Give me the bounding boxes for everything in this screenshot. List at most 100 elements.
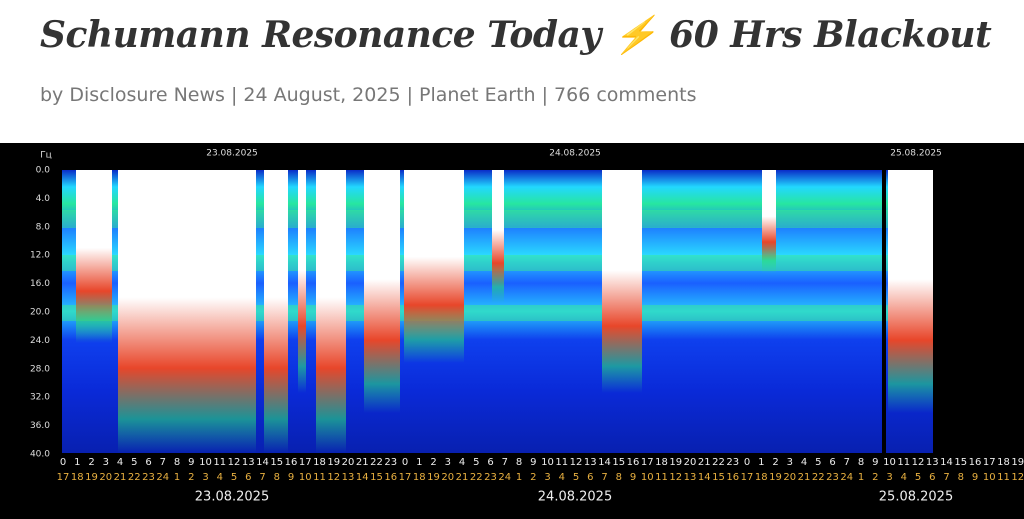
burst — [316, 170, 346, 453]
burst — [404, 170, 464, 363]
hour-label: 7 — [502, 457, 508, 468]
hour-label: 18 — [655, 457, 668, 468]
top-date: 25.08.2025 — [890, 149, 942, 159]
hour-label: 16 — [627, 457, 640, 468]
local-hour-label: 8 — [274, 472, 280, 483]
local-hour-label: 23 — [826, 472, 839, 483]
hour-label: 23 — [384, 457, 397, 468]
post-meta: by Disclosure News | 24 August, 2025 | P… — [40, 84, 697, 106]
hour-label: 8 — [858, 457, 864, 468]
local-hour-label: 17 — [57, 472, 70, 483]
local-hour-label: 21 — [798, 472, 811, 483]
local-hour-label: 11 — [313, 472, 326, 483]
hour-label: 16 — [285, 457, 298, 468]
local-hour-label: 3 — [544, 472, 550, 483]
local-hour-label: 19 — [769, 472, 782, 483]
local-hour-label: 5 — [231, 472, 237, 483]
local-hour-label: 2 — [530, 472, 536, 483]
local-hour-label: 12 — [669, 472, 682, 483]
hour-label: 17 — [983, 457, 996, 468]
top-date: 23.08.2025 — [206, 149, 258, 159]
local-hour-label: 7 — [601, 472, 607, 483]
hour-label: 7 — [844, 457, 850, 468]
local-hour-label: 13 — [684, 472, 697, 483]
hour-label: 15 — [612, 457, 625, 468]
bottom-date: 25.08.2025 — [879, 490, 953, 505]
local-hour-label: 18 — [755, 472, 768, 483]
hour-label: 5 — [473, 457, 479, 468]
local-hour-label: 15 — [370, 472, 383, 483]
y-tick-label: 24.0 — [30, 336, 50, 346]
burst — [298, 170, 306, 393]
local-hour-label: 1 — [858, 472, 864, 483]
hour-label: 18 — [313, 457, 326, 468]
y-tick-label: 12.0 — [30, 251, 50, 261]
local-hour-label: 3 — [886, 472, 892, 483]
y-tick-label: 8.0 — [36, 222, 51, 232]
hour-label: 2 — [88, 457, 94, 468]
local-hour-label: 19 — [427, 472, 440, 483]
hour-label: 20 — [684, 457, 697, 468]
local-hour-label: 16 — [726, 472, 739, 483]
hour-label: 13 — [242, 457, 255, 468]
hour-label: 12 — [228, 457, 241, 468]
hour-label: 3 — [445, 457, 451, 468]
local-hour-label: 16 — [384, 472, 397, 483]
local-hour-label: 23 — [142, 472, 155, 483]
gap-line — [882, 170, 886, 453]
local-hour-label: 18 — [413, 472, 426, 483]
hour-label: 9 — [872, 457, 878, 468]
local-hour-label: 24 — [840, 472, 853, 483]
hour-label: 4 — [117, 457, 123, 468]
y-tick-label: 36.0 — [30, 421, 50, 431]
local-hour-label: 17 — [399, 472, 412, 483]
y-tick-label: 40.0 — [30, 450, 50, 460]
hour-label: 14 — [256, 457, 269, 468]
hour-label: 2 — [772, 457, 778, 468]
local-hour-label: 21 — [456, 472, 469, 483]
hour-label: 21 — [698, 457, 711, 468]
hour-label: 11 — [897, 457, 910, 468]
hour-label: 15 — [270, 457, 283, 468]
local-hour-label: 2 — [188, 472, 194, 483]
hour-label: 22 — [370, 457, 383, 468]
local-hour-label: 5 — [573, 472, 579, 483]
hour-label: 19 — [327, 457, 340, 468]
hour-label: 8 — [174, 457, 180, 468]
hour-label: 0 — [744, 457, 750, 468]
hour-label: 13 — [584, 457, 597, 468]
local-hour-label: 6 — [245, 472, 251, 483]
burst — [762, 170, 776, 273]
hour-label: 10 — [199, 457, 212, 468]
local-hour-label: 4 — [559, 472, 565, 483]
local-hour-label: 12 — [327, 472, 340, 483]
local-hour-label: 9 — [972, 472, 978, 483]
hour-label: 23 — [726, 457, 739, 468]
local-hour-label: 15 — [712, 472, 725, 483]
burst — [76, 170, 112, 343]
local-hour-label: 6 — [929, 472, 935, 483]
local-hour-label: 23 — [484, 472, 497, 483]
local-hour-label: 21 — [114, 472, 127, 483]
local-hour-label: 19 — [85, 472, 98, 483]
hour-label: 3 — [103, 457, 109, 468]
hour-label: 22 — [712, 457, 725, 468]
local-hour-label: 5 — [915, 472, 921, 483]
local-hour-label: 20 — [783, 472, 796, 483]
hour-label: 11 — [213, 457, 226, 468]
local-hour-label: 11 — [655, 472, 668, 483]
hour-label: 14 — [598, 457, 611, 468]
local-hour-label: 14 — [356, 472, 369, 483]
hour-label: 8 — [516, 457, 522, 468]
local-hour-label: 3 — [202, 472, 208, 483]
y-tick-label: 0.0 — [36, 166, 51, 176]
local-hour-label: 4 — [901, 472, 907, 483]
local-hour-label: 22 — [812, 472, 825, 483]
y-tick-label: 4.0 — [36, 194, 51, 204]
hour-label: 19 — [669, 457, 682, 468]
local-hour-label: 20 — [99, 472, 112, 483]
hour-label: 0 — [402, 457, 408, 468]
burst — [888, 170, 933, 413]
hour-label: 9 — [188, 457, 194, 468]
local-hour-label: 18 — [71, 472, 84, 483]
